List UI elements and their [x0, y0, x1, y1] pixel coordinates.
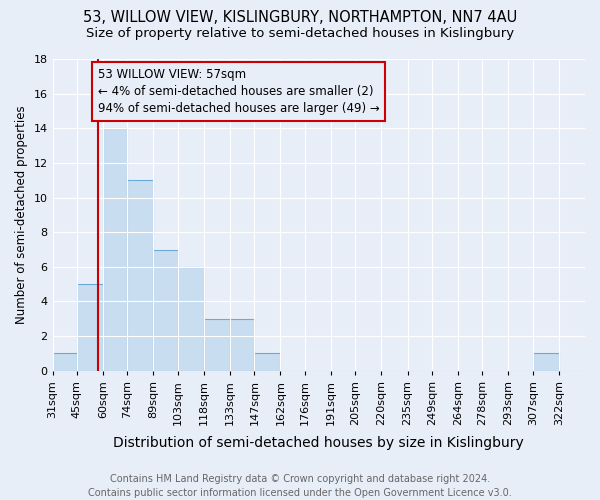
Bar — [533, 354, 559, 370]
Bar — [53, 354, 77, 370]
Bar — [154, 250, 178, 370]
Text: 53 WILLOW VIEW: 57sqm
← 4% of semi-detached houses are smaller (2)
94% of semi-d: 53 WILLOW VIEW: 57sqm ← 4% of semi-detac… — [98, 68, 380, 116]
Bar — [204, 319, 230, 370]
Bar — [127, 180, 154, 370]
Bar — [103, 128, 127, 370]
Bar — [77, 284, 103, 370]
Text: Contains HM Land Registry data © Crown copyright and database right 2024.
Contai: Contains HM Land Registry data © Crown c… — [88, 474, 512, 498]
Bar — [254, 354, 280, 370]
Y-axis label: Number of semi-detached properties: Number of semi-detached properties — [15, 106, 28, 324]
Bar — [178, 267, 204, 370]
X-axis label: Distribution of semi-detached houses by size in Kislingbury: Distribution of semi-detached houses by … — [113, 436, 524, 450]
Text: Size of property relative to semi-detached houses in Kislingbury: Size of property relative to semi-detach… — [86, 28, 514, 40]
Bar — [230, 319, 254, 370]
Text: 53, WILLOW VIEW, KISLINGBURY, NORTHAMPTON, NN7 4AU: 53, WILLOW VIEW, KISLINGBURY, NORTHAMPTO… — [83, 10, 517, 25]
